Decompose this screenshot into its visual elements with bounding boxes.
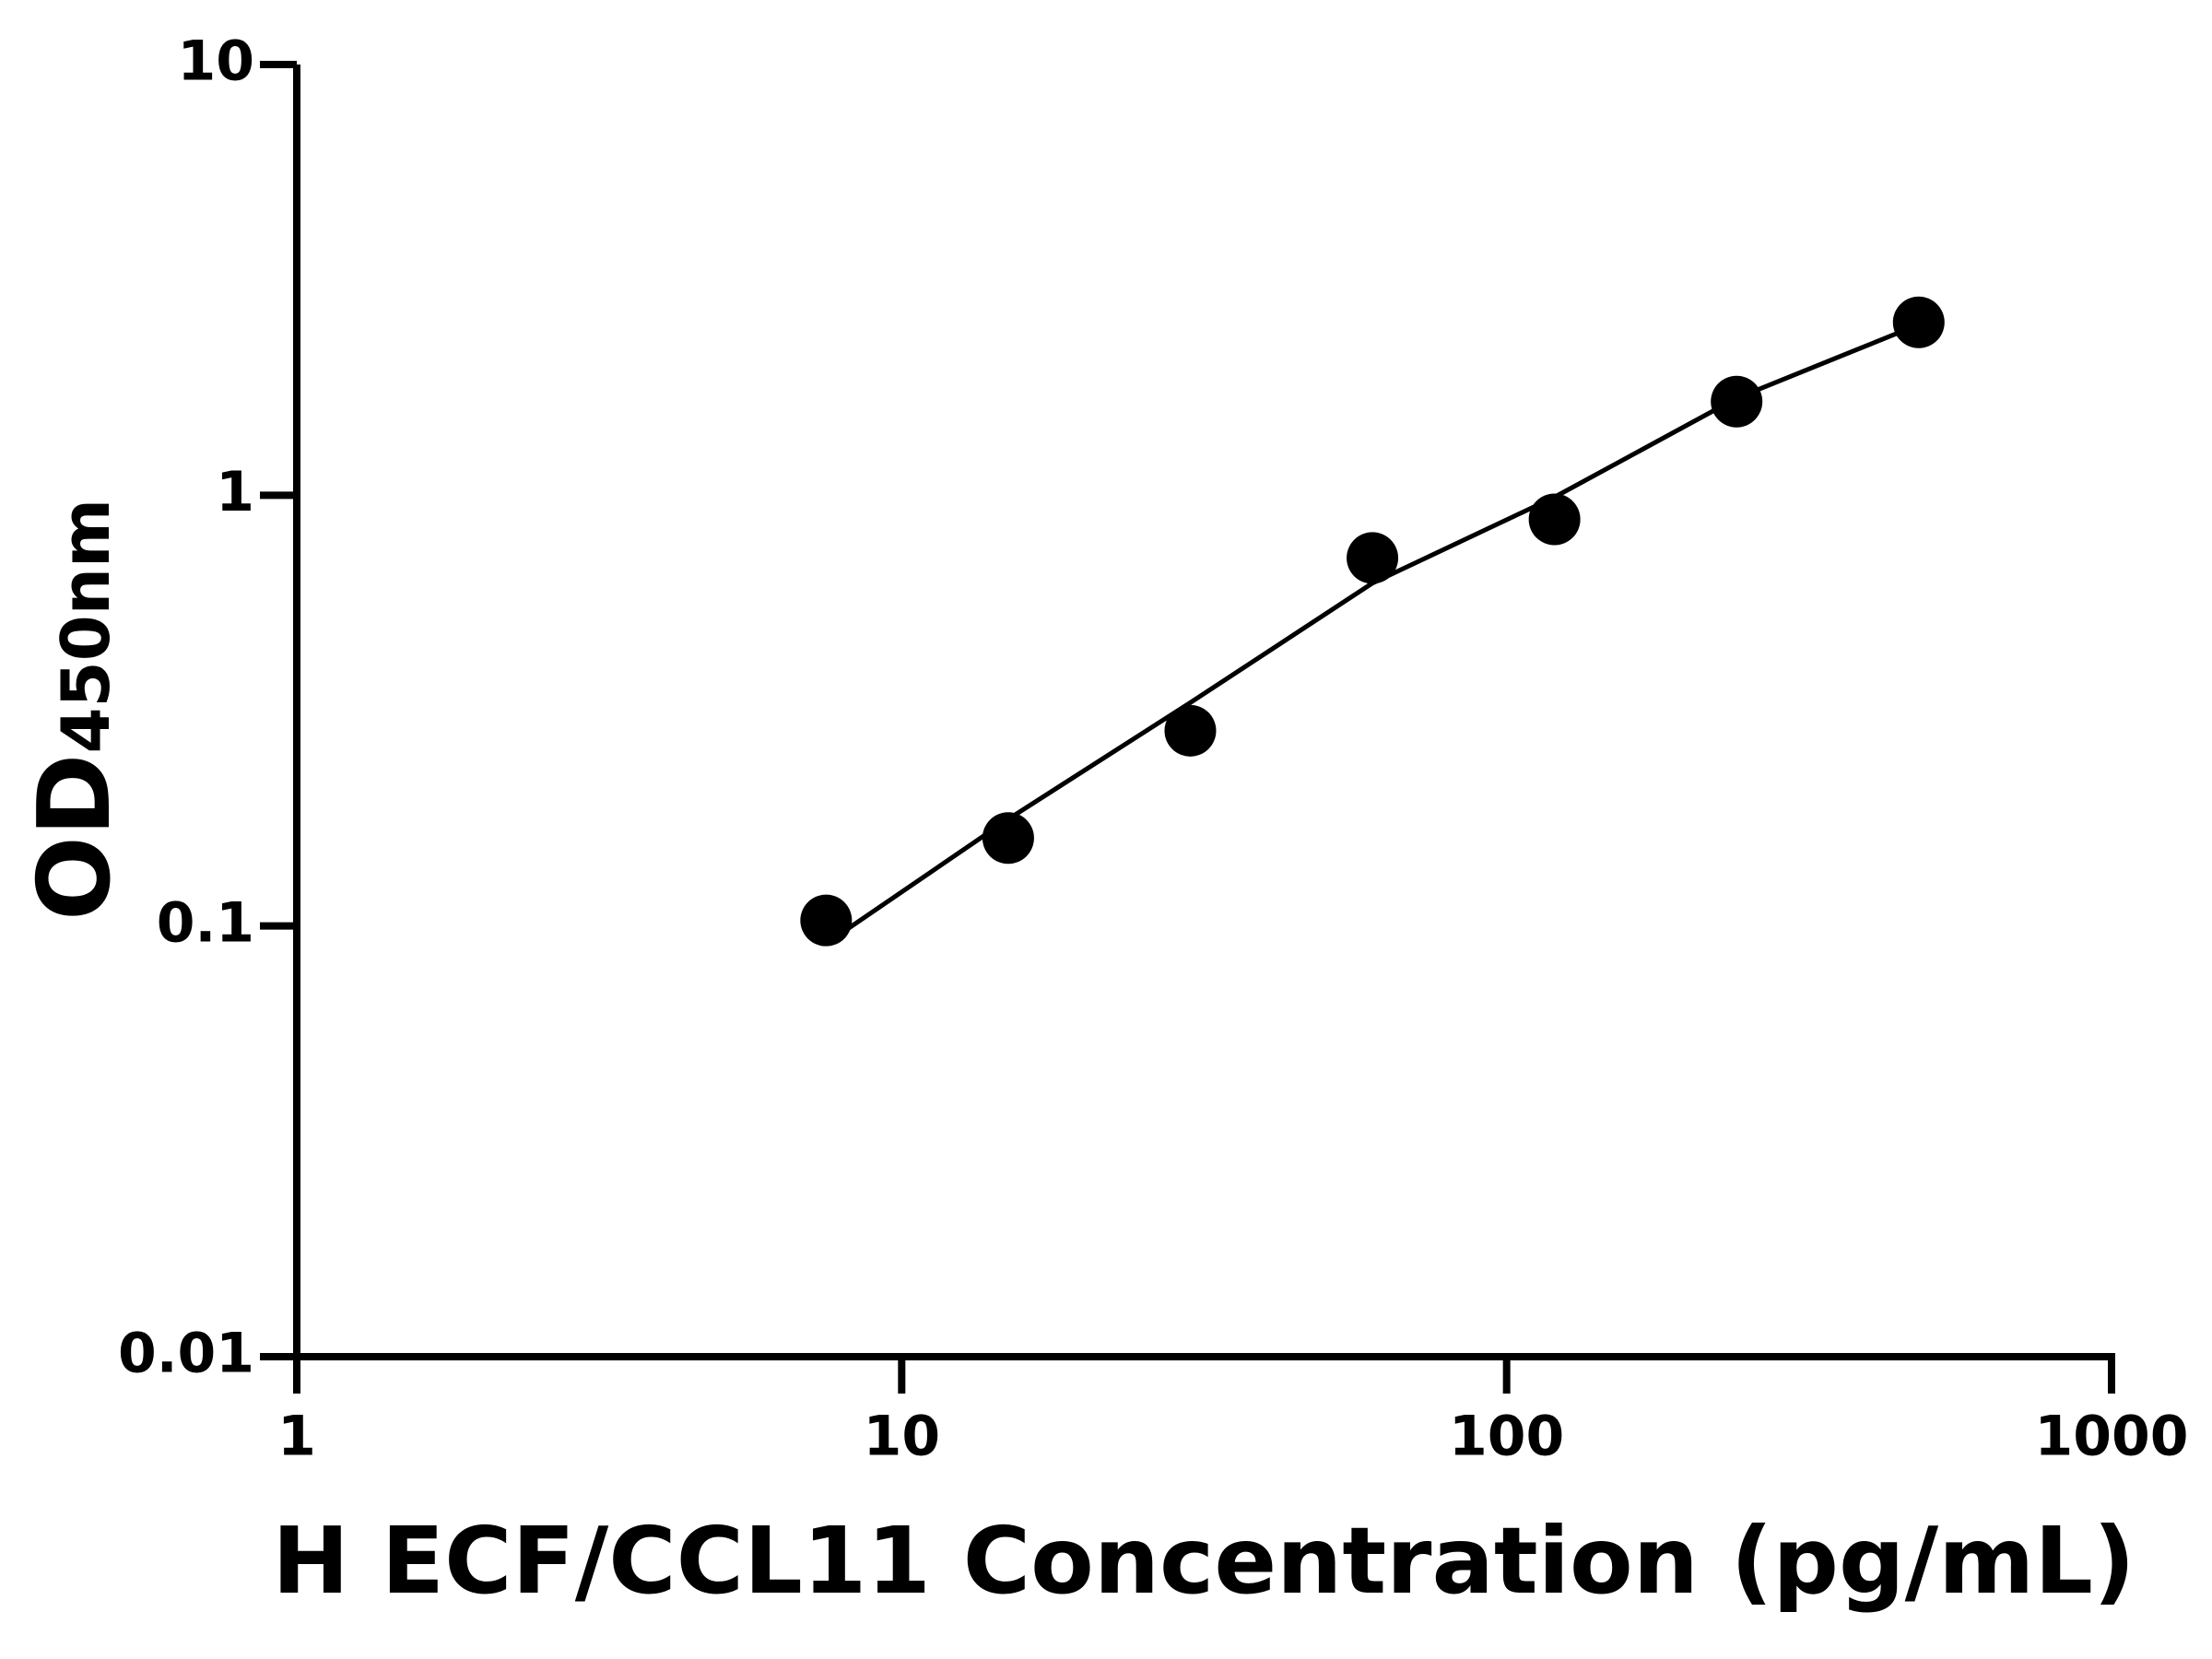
data-point (1892, 296, 1945, 348)
y-tick-label: 1 (216, 460, 254, 524)
data-point (1164, 704, 1217, 757)
data-point (982, 812, 1034, 865)
x-tick-label: 100 (1449, 1405, 1564, 1469)
x-tick-label: 1000 (2035, 1405, 2189, 1469)
y-tick-label: 0.01 (118, 1322, 254, 1386)
y-axis-label: OD450nm (18, 499, 133, 921)
data-point (1347, 532, 1399, 584)
data-point (1711, 375, 1763, 428)
data-point (1528, 493, 1581, 546)
y-axis-label-sub: 450nm (47, 499, 124, 754)
x-tick-label: 10 (864, 1405, 941, 1469)
fit-curve (824, 322, 1920, 946)
y-tick-label: 0.1 (157, 890, 254, 955)
y-axis-label-main: OD (18, 754, 133, 921)
y-tick-label: 10 (178, 29, 255, 94)
data-point (800, 894, 853, 947)
x-tick-label: 1 (277, 1405, 316, 1469)
x-axis-label: H ECF/CCL11 Concentration (pg/mL) (272, 1507, 2135, 1615)
